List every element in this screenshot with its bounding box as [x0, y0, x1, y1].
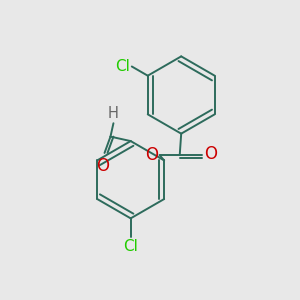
Text: O: O — [204, 146, 217, 164]
Text: O: O — [145, 146, 158, 164]
Text: O: O — [97, 157, 110, 175]
Text: Cl: Cl — [123, 239, 138, 254]
Text: Cl: Cl — [116, 59, 130, 74]
Text: H: H — [108, 106, 119, 121]
